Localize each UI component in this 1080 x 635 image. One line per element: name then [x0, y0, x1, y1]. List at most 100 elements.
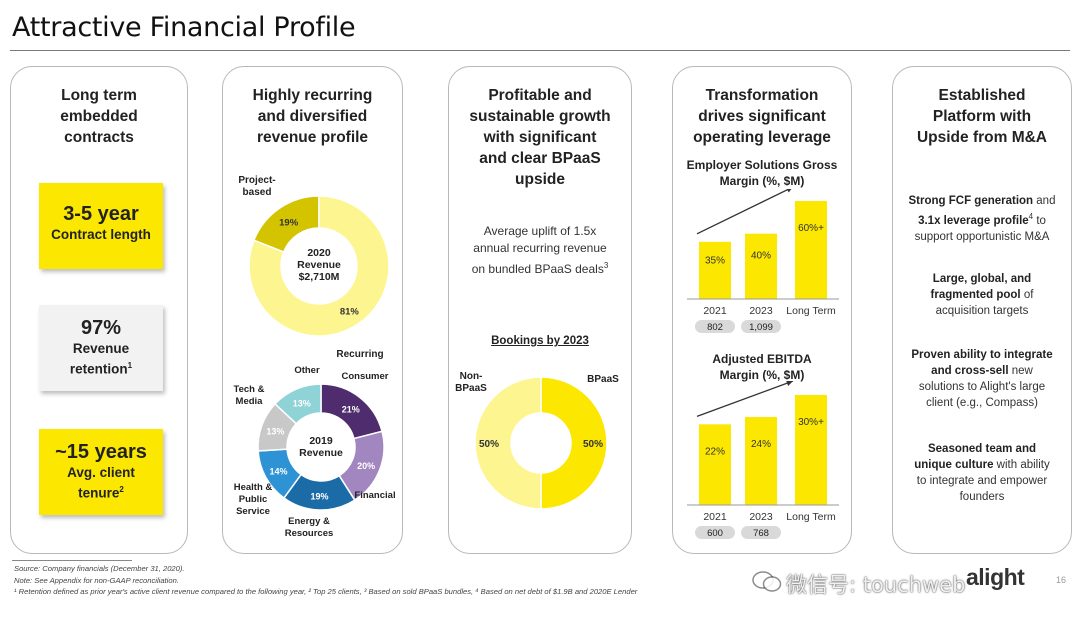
ebitda-margin-bar-chart: 22% 24% 30%+ 2021 2023 Long Term 600 768	[687, 381, 839, 539]
mna-line: Seasoned team and	[927, 443, 1036, 455]
footnote-line: Source: Company financials (December 31,…	[14, 564, 185, 573]
kpi-label: Contract length	[51, 227, 151, 242]
ebitda-margin-chart-title: Adjusted EBITDA Margin (%, $M)	[673, 351, 851, 383]
donut-value-label: 19%	[310, 491, 328, 501]
donut-center-label: 2020	[307, 247, 331, 259]
mna-point-team: Seasoned team and unique culture with ab…	[903, 441, 1061, 505]
heading-line: Established	[938, 87, 1026, 104]
heading-line: revenue profile	[256, 129, 369, 146]
uplift-line: on bundled BPaaS deals3	[449, 257, 631, 278]
panel-operating-leverage: Transformation drives significant operat…	[672, 66, 852, 554]
kpi-revenue-retention: 97% Revenue retention1	[39, 305, 163, 391]
kpi-value: ~15 years	[55, 441, 147, 463]
donut-category-label: Tech &	[234, 384, 265, 395]
kpi-label: Revenue	[72, 341, 130, 356]
heading-line: Profitable and	[488, 87, 592, 104]
x-tick-label: 2021	[703, 305, 727, 317]
footnote-divider	[12, 560, 132, 561]
heading-line: Upside from M&A	[916, 129, 1048, 146]
mna-line: fragmented pool of	[930, 289, 1034, 301]
bar	[795, 201, 827, 299]
chart-title-line: Adjusted EBITDA	[712, 352, 812, 366]
donut-value-label: 19%	[279, 217, 299, 228]
kpi-label-text: tenure	[78, 485, 120, 501]
footnotes: Source: Company financials (December 31,…	[14, 563, 637, 598]
mna-line: Large, global, and	[932, 273, 1032, 285]
mna-point-fcf: Strong FCF generation and 3.1x leverage …	[903, 193, 1061, 245]
chart-title-line: Employer Solutions Gross	[686, 158, 838, 172]
donut-center-label: Revenue	[299, 447, 343, 459]
panel4-heading: Transformation drives significant operat…	[673, 85, 851, 148]
panel3-heading: Profitable and sustainable growth with s…	[449, 85, 631, 190]
panel1-heading: Long term embedded contracts	[11, 85, 187, 148]
panel-bpaas-growth: Profitable and sustainable growth with s…	[448, 66, 632, 554]
bar	[745, 233, 777, 299]
sublabel-pill	[695, 320, 735, 333]
panel2-heading: Highly recurring and diversified revenue…	[223, 85, 402, 148]
panel-mna-platform: Established Platform with Upside from M&…	[892, 66, 1072, 554]
donut-center-label: $2,710M	[299, 271, 340, 283]
donut-category-label: Resources	[285, 528, 334, 539]
heading-line: and diversified	[257, 108, 368, 125]
mna-line: and cross-sell new	[931, 365, 1033, 377]
donut-category-label: Health &	[234, 482, 273, 493]
donut-value-label: 13%	[293, 398, 311, 408]
sublabel-pill	[741, 526, 781, 539]
kpi-label-text: retention	[69, 361, 128, 377]
trend-arrowhead	[786, 189, 792, 193]
heading-line: embedded	[60, 108, 138, 125]
donut-category-label: based	[243, 187, 272, 198]
heading-line: contracts	[64, 129, 134, 146]
trend-arrowhead	[786, 381, 793, 387]
gross-margin-chart-title: Employer Solutions Gross Margin (%, $M)	[673, 157, 851, 189]
bar-value-label: 22%	[705, 446, 725, 457]
bar-value-label: 24%	[751, 439, 771, 450]
donut-category-label: Media	[236, 396, 264, 407]
donut-value-label: 21%	[342, 405, 360, 415]
kpi-label: retention1	[39, 357, 163, 378]
x-tick-label: Long Term	[786, 305, 836, 317]
heading-line: upside	[515, 171, 565, 188]
mna-line: Proven ability to integrate	[911, 349, 1053, 361]
mna-line: solutions to Alight's large	[918, 381, 1046, 393]
heading-line: operating leverage	[693, 129, 831, 146]
mna-line: acquisition targets	[935, 305, 1029, 317]
wechat-icon	[752, 571, 782, 592]
mna-line: 3.1x leverage profile4 to	[918, 212, 1046, 227]
kpi-client-tenure: ~15 years Avg. client tenure2	[39, 429, 163, 515]
footnote-line: ¹ Retention defined as prior year's acti…	[14, 587, 638, 596]
gross-margin-bar-chart: 35% 40% 60%+ 2021 2023 Long Term 802 1,099	[687, 189, 839, 333]
panel-recurring-revenue: Highly recurring and diversified revenue…	[222, 66, 403, 554]
sublabel-value: 600	[707, 528, 723, 539]
x-tick-label: 2023	[749, 305, 773, 317]
bar	[745, 417, 777, 505]
uplift-line: annual recurring revenue	[473, 241, 607, 255]
donut-category-label: Non-	[460, 371, 483, 382]
donut-category-label: Energy &	[288, 516, 330, 527]
donut-category-label: Consumer	[342, 371, 389, 382]
chart-title-line: Margin (%, $M)	[719, 174, 805, 188]
mna-line: unique culture with ability	[914, 459, 1050, 471]
bar	[699, 241, 731, 299]
mna-line: founders	[959, 491, 1005, 503]
bar-value-label: 30%+	[798, 417, 824, 428]
donut-value-label: 81%	[340, 307, 360, 318]
x-tick-label: 2021	[703, 511, 727, 523]
kpi-label: tenure2	[39, 481, 163, 502]
kpi-contract-length: 3-5 year Contract length	[39, 183, 163, 269]
bar-value-label: 40%	[751, 250, 771, 261]
page-number: 16	[1056, 575, 1067, 585]
uplift-line: Average uplift of 1.5x	[483, 224, 597, 238]
mna-point-integration: Proven ability to integrate and cross-se…	[903, 347, 1061, 411]
mna-point-targets: Large, global, and fragmented pool of ac…	[903, 271, 1061, 319]
heading-line: Long term	[61, 87, 137, 104]
uplift-line-text: on bundled BPaaS deals	[471, 262, 604, 276]
heading-line: Platform with	[932, 108, 1032, 125]
sublabel-value: 802	[707, 322, 723, 333]
donut-category-label: Service	[236, 506, 270, 517]
bpaas-uplift-text: Average uplift of 1.5x annual recurring …	[449, 223, 631, 278]
x-tick-label: 2023	[749, 511, 773, 523]
donut-slice	[474, 376, 542, 510]
heading-line: Transformation	[705, 87, 819, 104]
donut-slice	[274, 383, 322, 425]
